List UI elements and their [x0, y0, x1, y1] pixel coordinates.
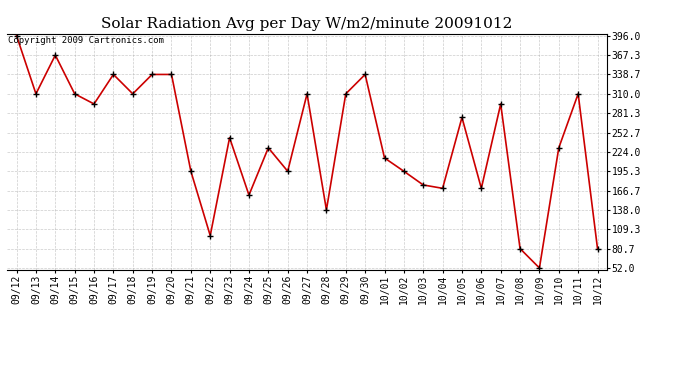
Title: Solar Radiation Avg per Day W/m2/minute 20091012: Solar Radiation Avg per Day W/m2/minute …: [101, 17, 513, 31]
Text: Copyright 2009 Cartronics.com: Copyright 2009 Cartronics.com: [8, 36, 164, 45]
